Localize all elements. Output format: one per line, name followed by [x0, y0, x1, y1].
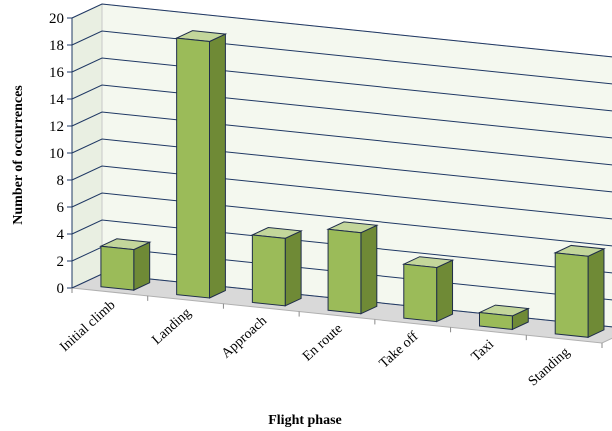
y-tick-label: 6 — [57, 200, 65, 216]
bar-front-face — [176, 37, 211, 299]
bar-side-face — [209, 33, 226, 299]
y-axis-tick-labels: 0 2 4 6 8 10 12 14 16 18 20 — [49, 11, 73, 297]
y-tick-label: 4 — [57, 227, 65, 243]
y-tick-label: 20 — [49, 11, 64, 27]
bar — [250, 227, 303, 307]
gridline — [71, 30, 612, 85]
gridlines — [71, 3, 612, 328]
gridline — [71, 192, 612, 247]
y-axis-title: Number of occurrences — [11, 85, 26, 225]
bar — [401, 256, 455, 323]
y-tick-label: 10 — [49, 146, 64, 162]
bar-side-face — [284, 230, 302, 307]
y-tick-label: 14 — [49, 92, 65, 108]
gridline — [71, 165, 612, 220]
bars — [99, 30, 606, 339]
y-tick-label: 12 — [49, 119, 64, 135]
y-tick-label: 18 — [49, 38, 64, 54]
x-tick-label: Take off — [377, 329, 422, 372]
bar-side-face — [133, 241, 151, 291]
gridline — [71, 3, 612, 58]
x-tick-label: Taxi — [469, 337, 497, 365]
bar — [99, 238, 152, 291]
x-tick-label: En route — [300, 321, 346, 364]
y-tick-label: 2 — [57, 254, 65, 270]
x-tick-label: Initial climb — [57, 298, 118, 355]
bar-front-face — [403, 263, 438, 323]
gridline — [71, 84, 612, 139]
bar-front-face — [478, 311, 513, 330]
x-tick-label: Approach — [219, 313, 270, 361]
gridline — [71, 57, 612, 112]
gridline — [71, 219, 612, 274]
x-tick-label: Landing — [150, 306, 195, 348]
bar-side-face — [587, 248, 605, 339]
bar — [553, 244, 606, 339]
bar-front-face — [327, 228, 362, 315]
x-tick-label: Standing — [526, 345, 573, 389]
bar-front-face — [251, 234, 286, 307]
gridline — [71, 111, 612, 166]
bar — [326, 221, 379, 315]
x-axis-title: Flight phase — [268, 413, 342, 428]
bar — [477, 304, 531, 331]
bar — [174, 30, 228, 299]
gridline — [71, 138, 612, 193]
y-tick-label: 0 — [57, 281, 65, 297]
bar-front-face — [554, 252, 589, 338]
y-tick-label: 16 — [49, 65, 65, 81]
y-tick-label: 8 — [57, 173, 65, 189]
bar-front-face — [100, 245, 135, 291]
bar-side-face — [436, 259, 454, 323]
bar-side-face — [360, 224, 378, 315]
